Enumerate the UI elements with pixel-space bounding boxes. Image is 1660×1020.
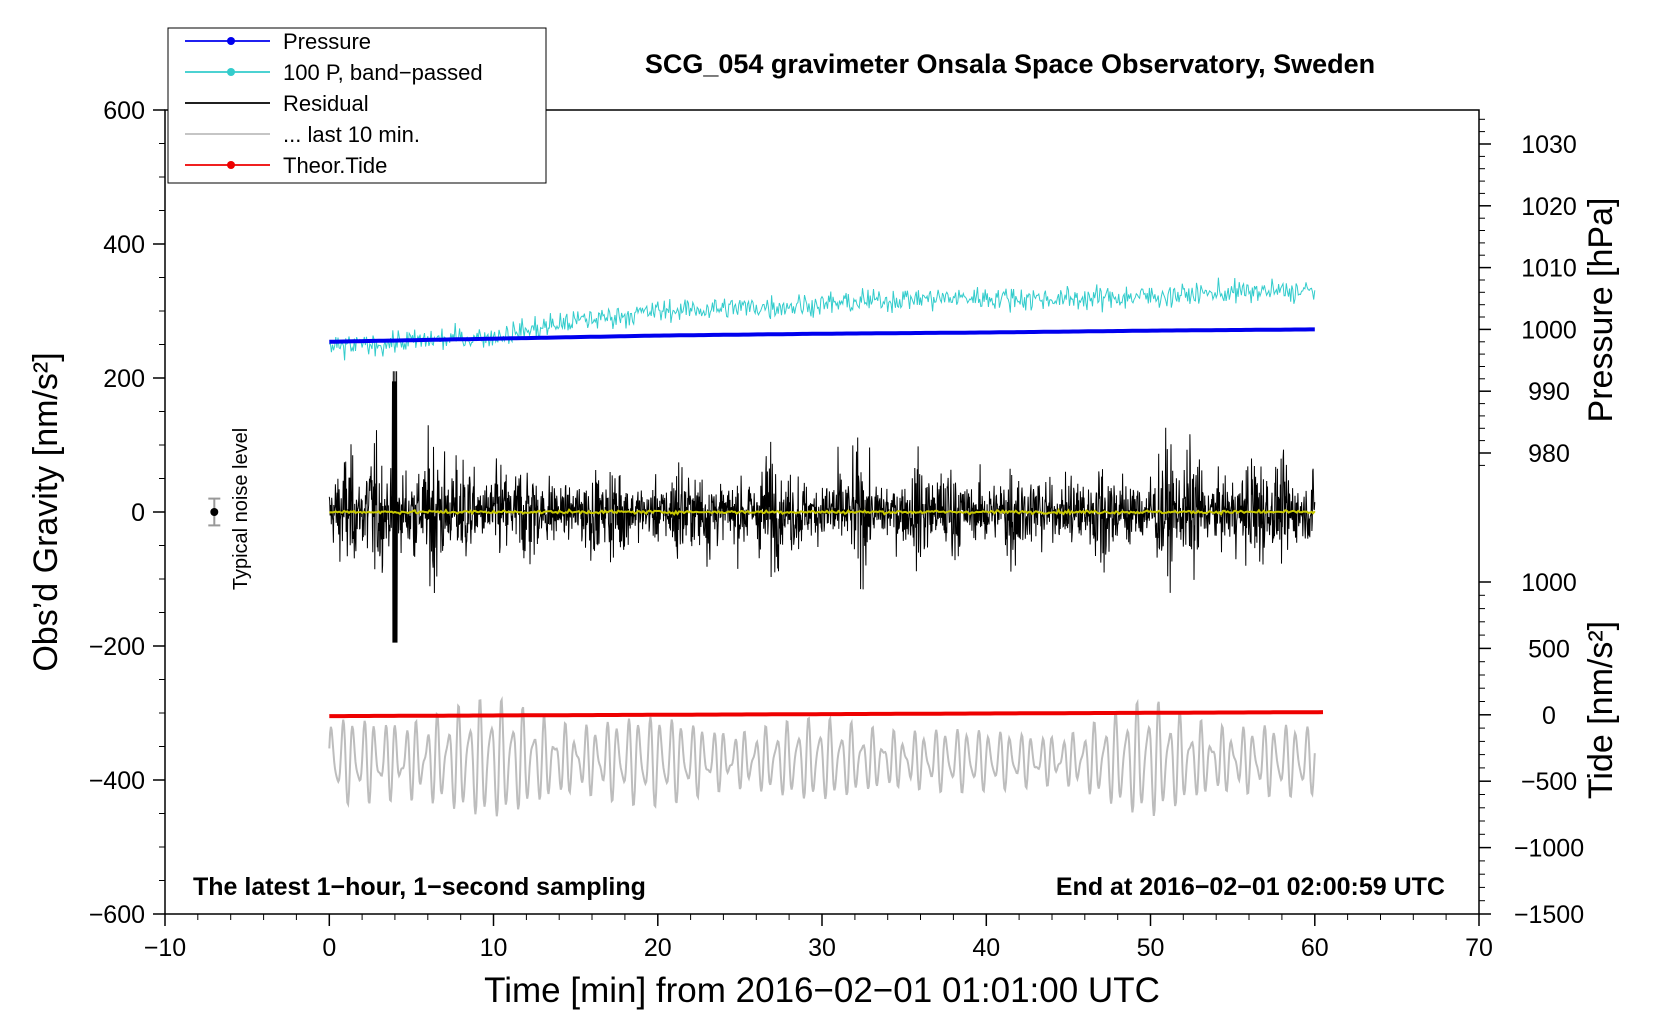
series-pressure-line <box>329 327 1315 344</box>
y-tick-label: 200 <box>103 365 145 393</box>
y-tick-label: 400 <box>103 231 145 259</box>
series-last-10-min-line <box>328 696 1316 817</box>
series-residual-smoothed-line <box>329 507 1316 517</box>
annotation-end-time: End at 2016−02−01 02:00:59 UTC <box>1056 873 1445 901</box>
legend-box <box>167 27 547 184</box>
legend-marker <box>227 37 235 45</box>
legend-entries: Pressure 100 P, band−passed Residual ... la… <box>185 29 483 178</box>
y-axis-label-pressure: Pressure [hPa] <box>1582 198 1620 423</box>
tide-tick-label: −1500 <box>1514 901 1584 929</box>
y-tick-label: 600 <box>103 97 145 125</box>
x-tick-label: 40 <box>972 934 1000 962</box>
series-band-passed-pressure-line <box>328 277 1316 361</box>
pressure-tick-label: 990 <box>1528 378 1570 406</box>
x-tick-label: −10 <box>144 934 186 962</box>
series-residual-line <box>328 371 1316 643</box>
series-layer <box>208 277 1324 817</box>
tide-tick-label: −1000 <box>1514 835 1584 863</box>
y-axis-label-left: Obs’d Gravity [nm/s²] <box>27 352 65 671</box>
noise-level-point <box>210 508 219 516</box>
legend-marker <box>227 161 235 169</box>
x-tick-label: 50 <box>1137 934 1165 962</box>
x-axis-label: Time [min] from 2016−02−01 01:01:00 UTC <box>484 971 1160 1010</box>
chart-title: SCG_054 gravimeter Onsala Space Observat… <box>645 49 1375 79</box>
legend-label: 100 P, band−passed <box>283 60 483 85</box>
y-tick-label: −200 <box>89 633 145 661</box>
noise-level-label: Typical noise level <box>230 428 252 590</box>
x-tick-label: 10 <box>480 934 508 962</box>
y-axis-label-tide: Tide [nm/s²] <box>1582 621 1620 799</box>
annotation-sampling: The latest 1−hour, 1−second sampling <box>193 873 646 901</box>
y-tick-label: −600 <box>89 901 145 929</box>
axes-layer: −10 0 10 20 30 40 50 60 706004002000−200−400−600… <box>89 97 1584 962</box>
tide-tick-label: 500 <box>1528 635 1570 663</box>
pressure-tick-label: 1030 <box>1521 131 1577 159</box>
x-tick-label: 60 <box>1301 934 1329 962</box>
legend: Pressure 100 P, band−passed Residual ... la… <box>167 27 547 184</box>
x-tick-label: 0 <box>322 934 336 962</box>
pressure-tick-label: 1020 <box>1521 193 1577 221</box>
x-tick-label: 30 <box>808 934 836 962</box>
pressure-tick-label: 1010 <box>1521 255 1577 283</box>
legend-label: Residual <box>283 91 369 116</box>
tide-tick-label: 0 <box>1542 702 1556 730</box>
series-theor-tide-line <box>329 710 1324 719</box>
legend-label: Theor.Tide <box>283 153 387 178</box>
y-tick-label: 0 <box>131 499 145 527</box>
y-tick-label: −400 <box>89 767 145 795</box>
legend-label: Pressure <box>283 29 371 54</box>
x-tick-label: 70 <box>1465 934 1493 962</box>
pressure-tick-label: 1000 <box>1521 316 1577 344</box>
legend-marker <box>227 68 235 76</box>
legend-label: ... last 10 min. <box>283 122 420 147</box>
tide-tick-label: −500 <box>1521 768 1577 796</box>
x-tick-label: 20 <box>644 934 672 962</box>
pressure-tick-label: 980 <box>1528 440 1570 468</box>
tide-tick-label: 1000 <box>1521 569 1577 597</box>
